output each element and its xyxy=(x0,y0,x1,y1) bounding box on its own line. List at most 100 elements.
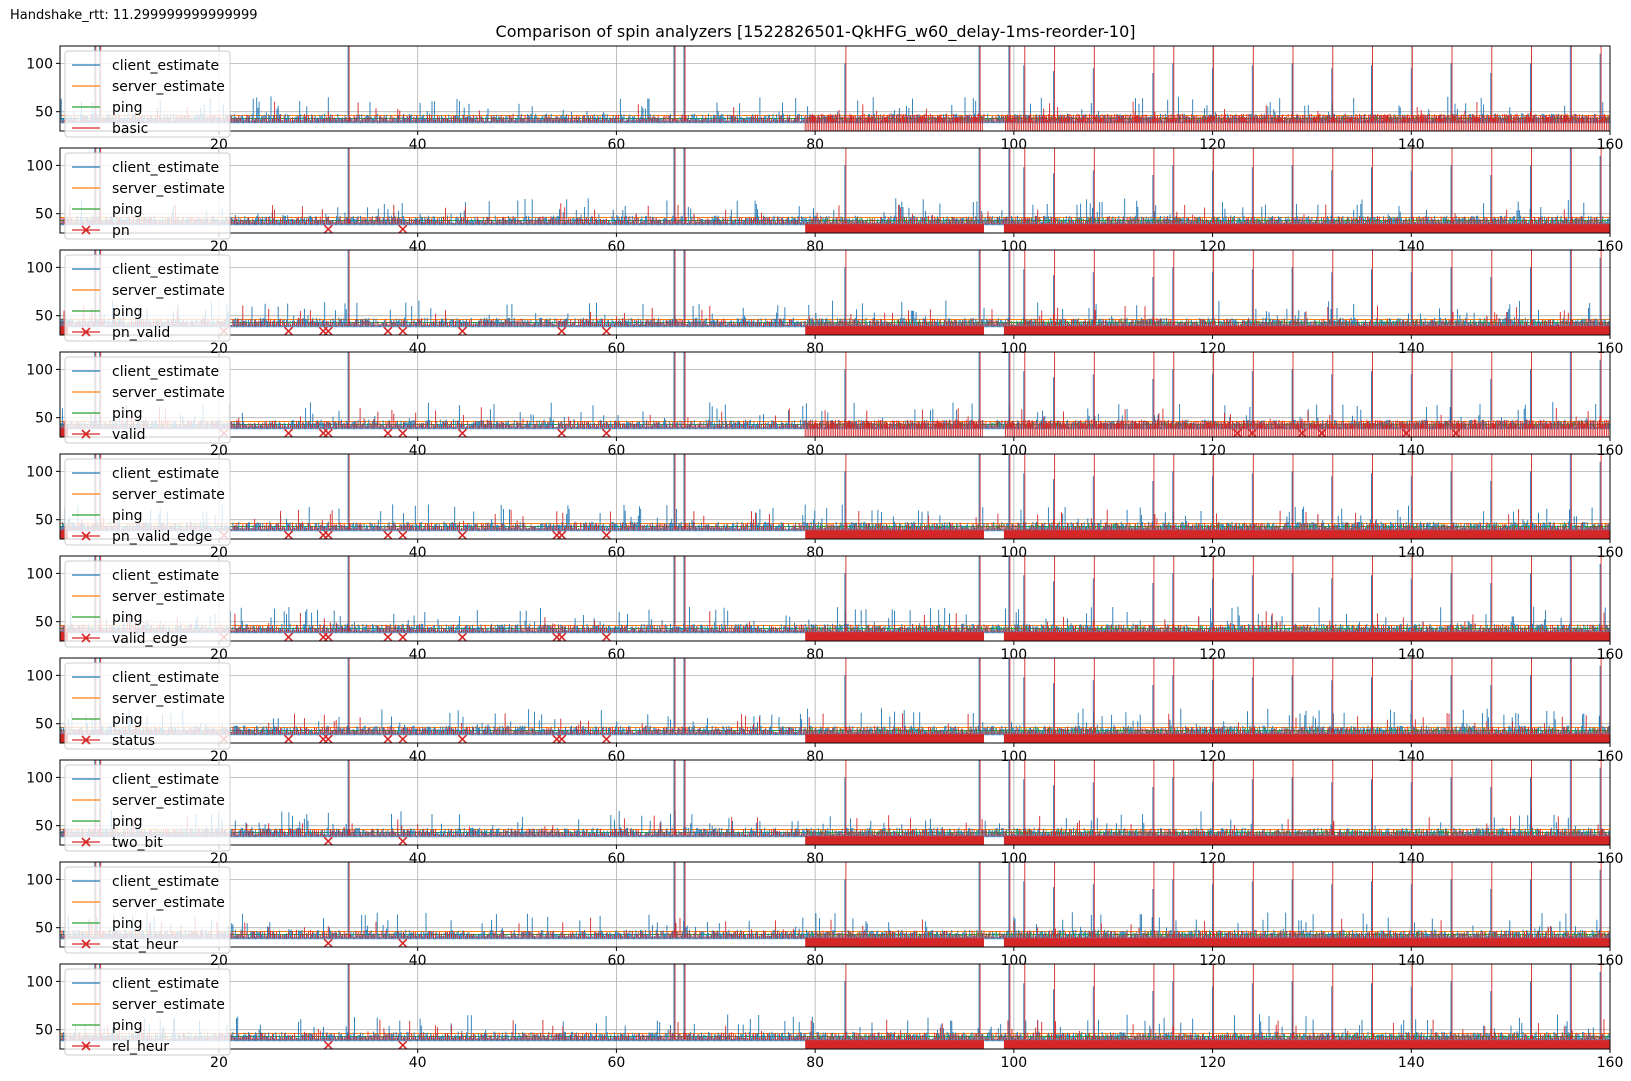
x-tick-label: 100 xyxy=(1000,341,1027,357)
y-tick-label: 100 xyxy=(26,464,53,480)
two_bit-legend-label: two_bit xyxy=(112,835,163,851)
stat_heur-cross-marker xyxy=(398,938,408,947)
x-tick-label: 120 xyxy=(1199,239,1226,255)
x-tick-label: 40 xyxy=(409,647,427,663)
server_estimate-legend-label: server_estimate xyxy=(112,793,225,809)
axes-frame xyxy=(59,555,1611,642)
valid-cross-marker xyxy=(383,428,393,437)
server_estimate-legend-label: server_estimate xyxy=(112,487,225,503)
legend-x-marker xyxy=(81,939,91,949)
x-tick-label: 80 xyxy=(806,647,824,663)
x-tick-label: 160 xyxy=(1597,749,1624,765)
x-tick-label: 60 xyxy=(607,545,625,561)
status-legend-label: status xyxy=(112,733,155,749)
ping-legend-label: ping xyxy=(112,202,143,218)
valid-series xyxy=(60,352,1610,437)
client_estimate-legend-label: client_estimate xyxy=(112,466,219,482)
axes-frame xyxy=(59,963,1611,1050)
axes-frame xyxy=(59,657,1611,744)
x-tick-label: 120 xyxy=(1199,137,1226,153)
valid-cross-marker xyxy=(601,428,612,437)
y-tick-label: 100 xyxy=(26,668,53,684)
client_estimate-legend-label: client_estimate xyxy=(112,262,219,278)
valid_edge-cross-marker xyxy=(283,632,294,641)
y-tick-label: 50 xyxy=(35,819,53,835)
x-tick-label: 60 xyxy=(607,851,625,867)
x-tick-label: 20 xyxy=(210,545,228,561)
panel-two_bit: 50 100 20 40 60 80 100 120 140 160 client_estimate… xyxy=(26,759,1624,867)
x-tick-label: 160 xyxy=(1597,443,1624,459)
two_bit-cross-marker xyxy=(323,836,333,845)
panel-pn_valid_edge: 50 100 20 40 60 80 100 120 140 160 client_estimate… xyxy=(26,453,1623,561)
panel-rel_heur: 50 100 20 40 60 80 100 120 140 160 client_estimate… xyxy=(26,963,1623,1071)
panel-valid_edge: 50 100 20 40 60 80 100 120 140 160 client_estimate… xyxy=(26,555,1623,663)
valid_edge-cross-marker xyxy=(323,632,333,641)
pn_valid-cross-marker xyxy=(601,326,612,335)
y-tick-label: 100 xyxy=(26,974,53,990)
x-tick-label: 160 xyxy=(1597,851,1624,867)
x-tick-label: 160 xyxy=(1597,341,1624,357)
x-tick-label: 20 xyxy=(210,647,228,663)
ping-legend-label: ping xyxy=(112,712,143,728)
legend-x-marker xyxy=(81,837,91,847)
stat_heur-series xyxy=(60,862,1610,939)
x-tick-label: 100 xyxy=(1000,545,1027,561)
x-tick-label: 140 xyxy=(1398,749,1425,765)
status-marker-start xyxy=(60,734,68,743)
y-tick-label: 50 xyxy=(35,105,53,121)
axes-frame xyxy=(59,249,1611,336)
server_estimate-legend-label: server_estimate xyxy=(112,283,225,299)
x-tick-label: 140 xyxy=(1398,545,1425,561)
valid-cross-marker xyxy=(1401,428,1411,437)
x-tick-label: 140 xyxy=(1398,647,1425,663)
x-tick-label: 140 xyxy=(1398,341,1425,357)
client_estimate-legend-label: client_estimate xyxy=(112,58,219,74)
x-tick-label: 120 xyxy=(1199,443,1226,459)
pn-marker-band xyxy=(805,224,985,233)
x-tick-label: 80 xyxy=(806,749,824,765)
rel_heur-series xyxy=(60,964,1610,1041)
x-tick-label: 60 xyxy=(607,647,625,663)
pn-cross-marker xyxy=(398,224,408,233)
rel_heur-marker-band xyxy=(1003,1040,1610,1049)
pn_valid_edge-cross-marker xyxy=(557,530,567,539)
ping-legend-label: ping xyxy=(112,610,143,626)
client_estimate-legend-label: client_estimate xyxy=(112,160,219,176)
panel-pn_valid: 50 100 20 40 60 80 100 120 140 160 client_estimate… xyxy=(26,249,1624,357)
valid-cross-marker xyxy=(557,428,567,437)
x-tick-label: 160 xyxy=(1597,239,1624,255)
x-tick-label: 120 xyxy=(1199,647,1226,663)
status-cross-marker xyxy=(457,734,467,743)
valid_edge-cross-marker xyxy=(557,632,567,641)
x-tick-label: 80 xyxy=(806,239,824,255)
axes-frame xyxy=(59,759,1611,846)
x-tick-label: 20 xyxy=(210,137,228,153)
server_estimate-legend-label: server_estimate xyxy=(112,385,225,401)
x-tick-label: 160 xyxy=(1597,953,1624,969)
ping-legend-label: ping xyxy=(112,916,143,932)
y-tick-label: 100 xyxy=(26,260,53,276)
valid-marker-start xyxy=(60,428,68,437)
x-tick-label: 20 xyxy=(210,953,228,969)
x-tick-label: 20 xyxy=(210,1055,228,1071)
x-tick-label: 80 xyxy=(806,443,824,459)
valid_edge-legend-label: valid_edge xyxy=(112,631,188,647)
valid_edge-series xyxy=(60,556,1610,633)
pn_valid-cross-marker xyxy=(383,326,393,335)
y-tick-label: 50 xyxy=(35,309,53,325)
x-tick-label: 120 xyxy=(1199,545,1226,561)
ping-legend-label: ping xyxy=(112,1018,143,1034)
x-tick-label: 20 xyxy=(210,749,228,765)
x-tick-label: 140 xyxy=(1398,851,1425,867)
server_estimate-legend-label: server_estimate xyxy=(112,181,225,197)
pn-legend-label: pn xyxy=(112,223,130,239)
client_estimate-legend-label: client_estimate xyxy=(112,670,219,686)
x-tick-label: 140 xyxy=(1398,137,1425,153)
axes-frame xyxy=(59,453,1611,540)
client_estimate-legend-label: client_estimate xyxy=(112,976,219,992)
x-tick-label: 20 xyxy=(210,341,228,357)
